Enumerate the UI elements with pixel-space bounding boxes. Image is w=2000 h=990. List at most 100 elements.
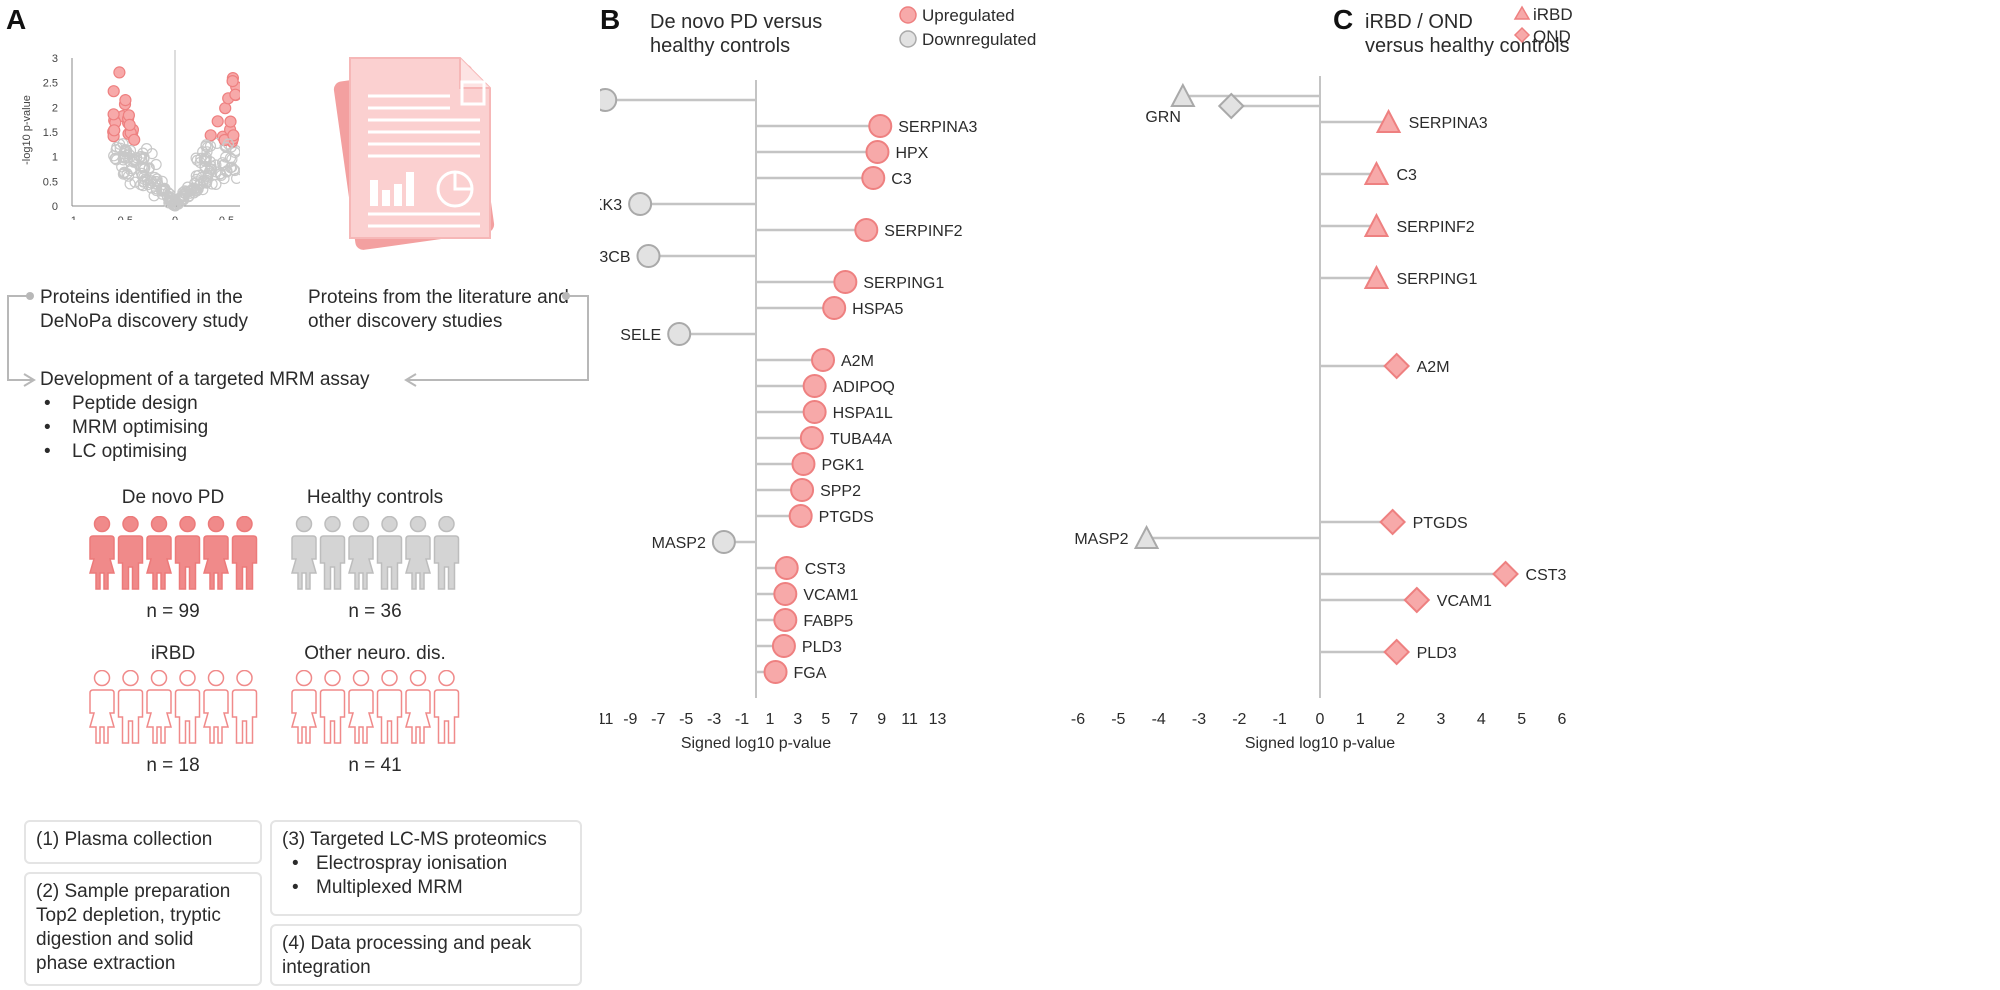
volcano-point xyxy=(228,164,240,176)
volcano-point xyxy=(122,170,135,182)
volcano-point xyxy=(150,184,163,197)
person-icon xyxy=(348,670,374,744)
label-vcam1: VCAM1 xyxy=(803,587,858,604)
xtick: 7 xyxy=(849,711,858,728)
cohort-icons-ond xyxy=(291,670,460,744)
diamond-pld3 xyxy=(1383,638,1411,666)
label-c3: C3 xyxy=(891,171,912,188)
xtick: -9 xyxy=(623,711,637,728)
triangle-serpinf2 xyxy=(1363,212,1390,237)
legend-label: Downregulated xyxy=(922,30,1036,49)
diamond-ptgds xyxy=(1379,508,1407,536)
label-hspa5: HSPA5 xyxy=(852,301,903,318)
diamond-a2m xyxy=(1383,352,1411,380)
point-ppp3cb xyxy=(636,244,661,268)
volcano-point xyxy=(110,154,123,166)
volcano-point xyxy=(157,183,169,195)
label-masp2: MASP2 xyxy=(652,535,706,552)
person-icon xyxy=(291,670,317,744)
chart-b-xlabel: Signed log10 p-value xyxy=(681,735,831,752)
volcano-point xyxy=(138,171,150,183)
workflow-step-2-body: Top2 depletion, tryptic digestion and so… xyxy=(36,905,221,974)
person-icon xyxy=(376,516,403,590)
xtick: 5 xyxy=(821,711,830,728)
cohort-count-ond: n = 41 xyxy=(348,755,402,776)
xtick: -7 xyxy=(651,711,665,728)
volcano-point xyxy=(227,129,240,142)
volcano-ytick: 0.5 xyxy=(43,176,58,188)
volcano-xtick: -0.5 xyxy=(114,215,133,220)
workflow-step-4-label: (4) Data processing and peak integration xyxy=(282,933,532,978)
xtick: -5 xyxy=(1111,711,1125,728)
panel-b-letter: B xyxy=(600,4,621,35)
legend-marker xyxy=(899,6,917,24)
volcano-point xyxy=(211,115,224,128)
xtick: 3 xyxy=(793,711,802,728)
triangle-serping1 xyxy=(1363,264,1390,289)
point-hpx xyxy=(865,140,890,164)
volcano-point xyxy=(174,192,186,204)
xtick: -3 xyxy=(707,711,721,728)
volcano-ytick: 2 xyxy=(52,102,58,114)
diamond-grn xyxy=(1217,92,1245,120)
person-icon xyxy=(117,670,144,744)
volcano-ytick: 3 xyxy=(52,53,58,65)
label-c3: C3 xyxy=(1396,167,1417,184)
point-tuba4a xyxy=(799,426,824,450)
volcano-xtick: 0.5 xyxy=(219,215,234,220)
person-icon xyxy=(319,670,346,744)
person-icon xyxy=(405,516,431,590)
volcano-point xyxy=(221,165,233,177)
volcano-point xyxy=(191,154,203,166)
volcano-point xyxy=(118,166,131,178)
label-serpina3: SERPINA3 xyxy=(1409,115,1488,132)
volcano-point xyxy=(149,178,161,190)
xtick: -4 xyxy=(1152,711,1166,728)
xtick: -2 xyxy=(1232,711,1246,728)
label-adipoq: ADIPOQ xyxy=(833,379,895,396)
cohort-icons-pd xyxy=(89,516,258,590)
volcano-point xyxy=(226,153,238,165)
cohort-icons-irbd xyxy=(89,670,258,744)
flow-arrows xyxy=(7,292,589,387)
volcano-point xyxy=(128,154,141,166)
legend-marker xyxy=(899,30,917,48)
xtick: 1 xyxy=(1356,711,1365,728)
label-sele: SELE xyxy=(620,327,661,344)
cohort-name-ond: Other neuro. dis. xyxy=(304,643,446,664)
label-serping1: SERPING1 xyxy=(863,275,944,292)
label-ptgds: PTGDS xyxy=(1413,515,1468,532)
cohort-name-hc: Healthy controls xyxy=(306,487,444,508)
cohort-name-pd: De novo PD xyxy=(121,487,225,508)
workflow-step-1: (1) Plasma collection xyxy=(24,820,262,864)
point-hspa5 xyxy=(822,296,847,320)
workflow-step-3: (3) Targeted LC-MS proteomics Electrospr… xyxy=(270,820,582,916)
person-icon xyxy=(291,516,317,590)
person-icon xyxy=(319,516,346,590)
volcano-point xyxy=(107,85,120,98)
volcano-point xyxy=(151,176,163,188)
diamond-cst3 xyxy=(1492,560,1519,588)
xtick: 3 xyxy=(1437,711,1446,728)
xtick: 11 xyxy=(901,711,918,728)
point-hspa1l xyxy=(802,400,827,424)
person-icon xyxy=(89,516,115,590)
xtick: 13 xyxy=(929,711,947,728)
point-serpina3 xyxy=(868,114,893,138)
point-dkk3 xyxy=(628,192,653,216)
workflow-step-4: (4) Data processing and peak integration xyxy=(270,924,582,986)
xtick: -11 xyxy=(600,711,613,728)
cohort-count-pd: n = 99 xyxy=(146,601,200,622)
workflow-step-2: (2) Sample preparation Top2 depletion, t… xyxy=(24,872,262,986)
label-pgk1: PGK1 xyxy=(821,457,864,474)
workflow-step-2-title: (2) Sample preparation xyxy=(36,881,231,902)
assay-step: Peptide design xyxy=(40,392,208,416)
volcano-xtick: -1 xyxy=(67,215,77,220)
volcano-point xyxy=(119,93,132,107)
volcano-point xyxy=(123,118,136,132)
document-icon xyxy=(333,57,495,250)
panel-a-letter: A xyxy=(6,4,27,35)
xtick: -1 xyxy=(735,711,749,728)
volcano-point xyxy=(200,139,212,151)
